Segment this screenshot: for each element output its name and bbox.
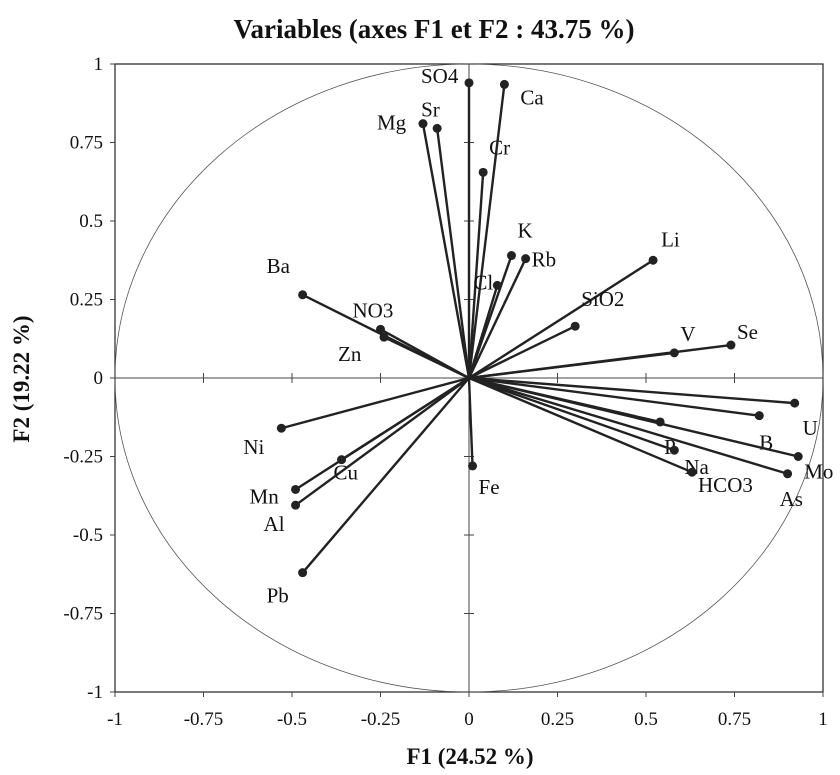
vector-ca — [467, 84, 506, 379]
y-axis-title: F2 (19.22 %) — [9, 315, 34, 442]
point-no3 — [376, 324, 385, 334]
vector-sio2 — [468, 325, 576, 380]
label-mn: Mn — [250, 484, 280, 508]
point-sio2 — [570, 321, 580, 331]
x-tick-label: 1 — [818, 709, 828, 730]
chart-title: Variables (axes F1 et F2 : 43.75 %) — [234, 14, 635, 44]
point-so4 — [464, 78, 474, 88]
vector-mn — [294, 376, 470, 491]
vector-cl — [467, 285, 499, 379]
label-pb: Pb — [267, 584, 289, 608]
point-ca — [499, 79, 509, 89]
vector-pb — [301, 377, 470, 574]
label-ba: Ba — [267, 254, 291, 278]
y-tick-label: 0.75 — [70, 133, 103, 154]
point-u — [790, 398, 800, 408]
label-so4: SO4 — [421, 64, 459, 88]
label-v: V — [680, 322, 695, 346]
point-sr — [432, 123, 442, 133]
plot-area: -1 -0.75 -0.5 -0.25 0 0.25 0.5 0.75 1 -1 -0.75 -0.5… — [63, 54, 833, 730]
x-tick-label: 0 — [464, 709, 474, 730]
label-cr: Cr — [489, 135, 510, 159]
point-rb — [521, 254, 531, 264]
vector-hco3 — [468, 376, 693, 474]
y-tick-label: 0 — [94, 368, 104, 389]
vector-li — [468, 259, 654, 380]
y-tick-label: -0.5 — [73, 525, 103, 546]
y-tick-label: -1 — [87, 682, 103, 703]
label-mg: Mg — [377, 111, 407, 135]
y-tick-label: 0.25 — [70, 290, 103, 311]
point-fe — [468, 461, 478, 471]
label-cl: Cl — [473, 270, 493, 294]
point-p — [655, 417, 665, 427]
point-k — [506, 251, 516, 261]
vector-b — [468, 376, 760, 417]
vector-sr — [435, 128, 471, 379]
label-mo: Mo — [804, 460, 833, 484]
vector-ni — [281, 376, 470, 430]
y-tick-label: 1 — [94, 54, 104, 75]
label-se: Se — [737, 320, 758, 344]
point-li — [648, 255, 658, 265]
point-zn — [379, 332, 389, 342]
point-as — [783, 469, 793, 479]
x-axis-title: F1 (24.52 %) — [406, 744, 533, 769]
label-ni: Ni — [243, 435, 264, 459]
point-cr — [478, 167, 488, 177]
point-cl — [492, 280, 502, 290]
point-mn — [291, 484, 301, 494]
vector-al — [294, 377, 470, 507]
point-ba — [298, 290, 308, 300]
vector-as — [468, 376, 788, 475]
vector-na — [468, 376, 675, 452]
point-hco3 — [687, 467, 697, 477]
label-zn: Zn — [338, 342, 362, 366]
label-cu: Cu — [334, 461, 359, 485]
label-li: Li — [661, 227, 680, 251]
x-tick-label: 0.25 — [541, 709, 574, 730]
vector-u — [468, 376, 795, 405]
vector-rb — [467, 258, 527, 379]
label-al: Al — [264, 512, 285, 536]
label-k: K — [517, 219, 532, 243]
point-mo — [793, 452, 803, 461]
y-tick-label: 0.5 — [79, 211, 103, 232]
vector-fe — [467, 377, 474, 466]
label-rb: Rb — [532, 248, 557, 272]
label-sr: Sr — [421, 97, 440, 121]
y-tick-label: -0.75 — [63, 604, 103, 625]
x-tick-label: -0.5 — [277, 709, 307, 730]
vector-cr — [467, 172, 485, 379]
point-se — [726, 340, 736, 350]
x-tick-label: -0.25 — [361, 709, 401, 730]
x-tick-label: 0.75 — [718, 709, 751, 730]
point-na — [669, 445, 679, 455]
label-p: P — [664, 435, 676, 459]
label-u: U — [803, 416, 818, 440]
point-al — [291, 500, 301, 510]
label-ca: Ca — [520, 85, 544, 109]
point-ni — [276, 423, 286, 433]
vector-p — [468, 376, 661, 424]
vector-mg — [421, 123, 471, 379]
point-pb — [298, 568, 308, 578]
point-mg — [418, 119, 428, 129]
point-b — [754, 411, 764, 421]
y-tick-label: -0.25 — [63, 447, 103, 468]
vector-zn — [383, 336, 470, 380]
x-tick-label: -0.75 — [184, 709, 224, 730]
label-sio2: SiO2 — [581, 287, 624, 311]
vector-se — [468, 343, 732, 380]
label-no3: NO3 — [353, 298, 394, 322]
label-na: Na — [684, 455, 709, 479]
label-hco3: HCO3 — [698, 473, 753, 497]
label-fe: Fe — [479, 475, 500, 499]
x-tick-label: -1 — [107, 709, 123, 730]
label-as: As — [780, 487, 803, 511]
x-tick-label: 0.5 — [634, 709, 658, 730]
